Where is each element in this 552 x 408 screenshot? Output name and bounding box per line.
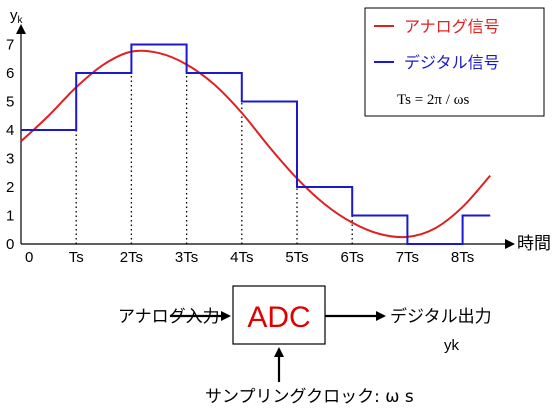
output-sub-label: yk bbox=[444, 337, 460, 354]
x-tick-label: 8Ts bbox=[451, 249, 474, 266]
y-tick-label: 4 bbox=[6, 122, 14, 139]
x-tick-label: 3Ts bbox=[175, 249, 198, 266]
legend-analog-label: アナログ信号 bbox=[404, 17, 500, 36]
legend-digital-label: デジタル信号 bbox=[404, 53, 500, 72]
x-tick-label: 6Ts bbox=[341, 249, 364, 266]
x-tick-label: 0 bbox=[25, 249, 33, 266]
y-tick-label: 6 bbox=[6, 65, 14, 82]
analog-signal-curve bbox=[20, 49, 491, 239]
digital-signal-steps bbox=[21, 43, 491, 245]
x-tick-label: 4Ts bbox=[230, 249, 253, 266]
clock-label: サンプリングクロック: ω s bbox=[205, 387, 414, 407]
x-axis-title: 時間 bbox=[517, 234, 551, 254]
y-tick-label: 2 bbox=[6, 179, 14, 196]
x-tick-label: 7Ts bbox=[396, 249, 419, 266]
y-tick-label: 5 bbox=[6, 94, 14, 111]
x-tick-label: 5Ts bbox=[285, 249, 308, 266]
y-tick-labels: 0 1 2 3 4 5 6 7 bbox=[6, 37, 14, 254]
y-axis-title: yk bbox=[10, 7, 24, 26]
adc-label: ADC bbox=[247, 301, 310, 334]
x-tick-label: Ts bbox=[69, 249, 84, 266]
formula: Ts = 2π / ωs bbox=[397, 92, 470, 108]
y-tick-label: 0 bbox=[6, 236, 14, 253]
x-tick-labels: 0 Ts 2Ts 3Ts 4Ts 5Ts 6Ts 7Ts 8Ts bbox=[25, 249, 474, 266]
digital-output-label: デジタル出力 bbox=[390, 306, 492, 327]
y-tick-label: 7 bbox=[6, 37, 14, 54]
legend: アナログ信号 デジタル信号 Ts = 2π / ωs bbox=[364, 7, 545, 117]
x-tick-label: 2Ts bbox=[120, 249, 143, 266]
analog-input-label: アナログ入力 bbox=[118, 307, 220, 327]
y-tick-label: 3 bbox=[6, 151, 14, 168]
y-tick-label: 1 bbox=[6, 208, 14, 225]
